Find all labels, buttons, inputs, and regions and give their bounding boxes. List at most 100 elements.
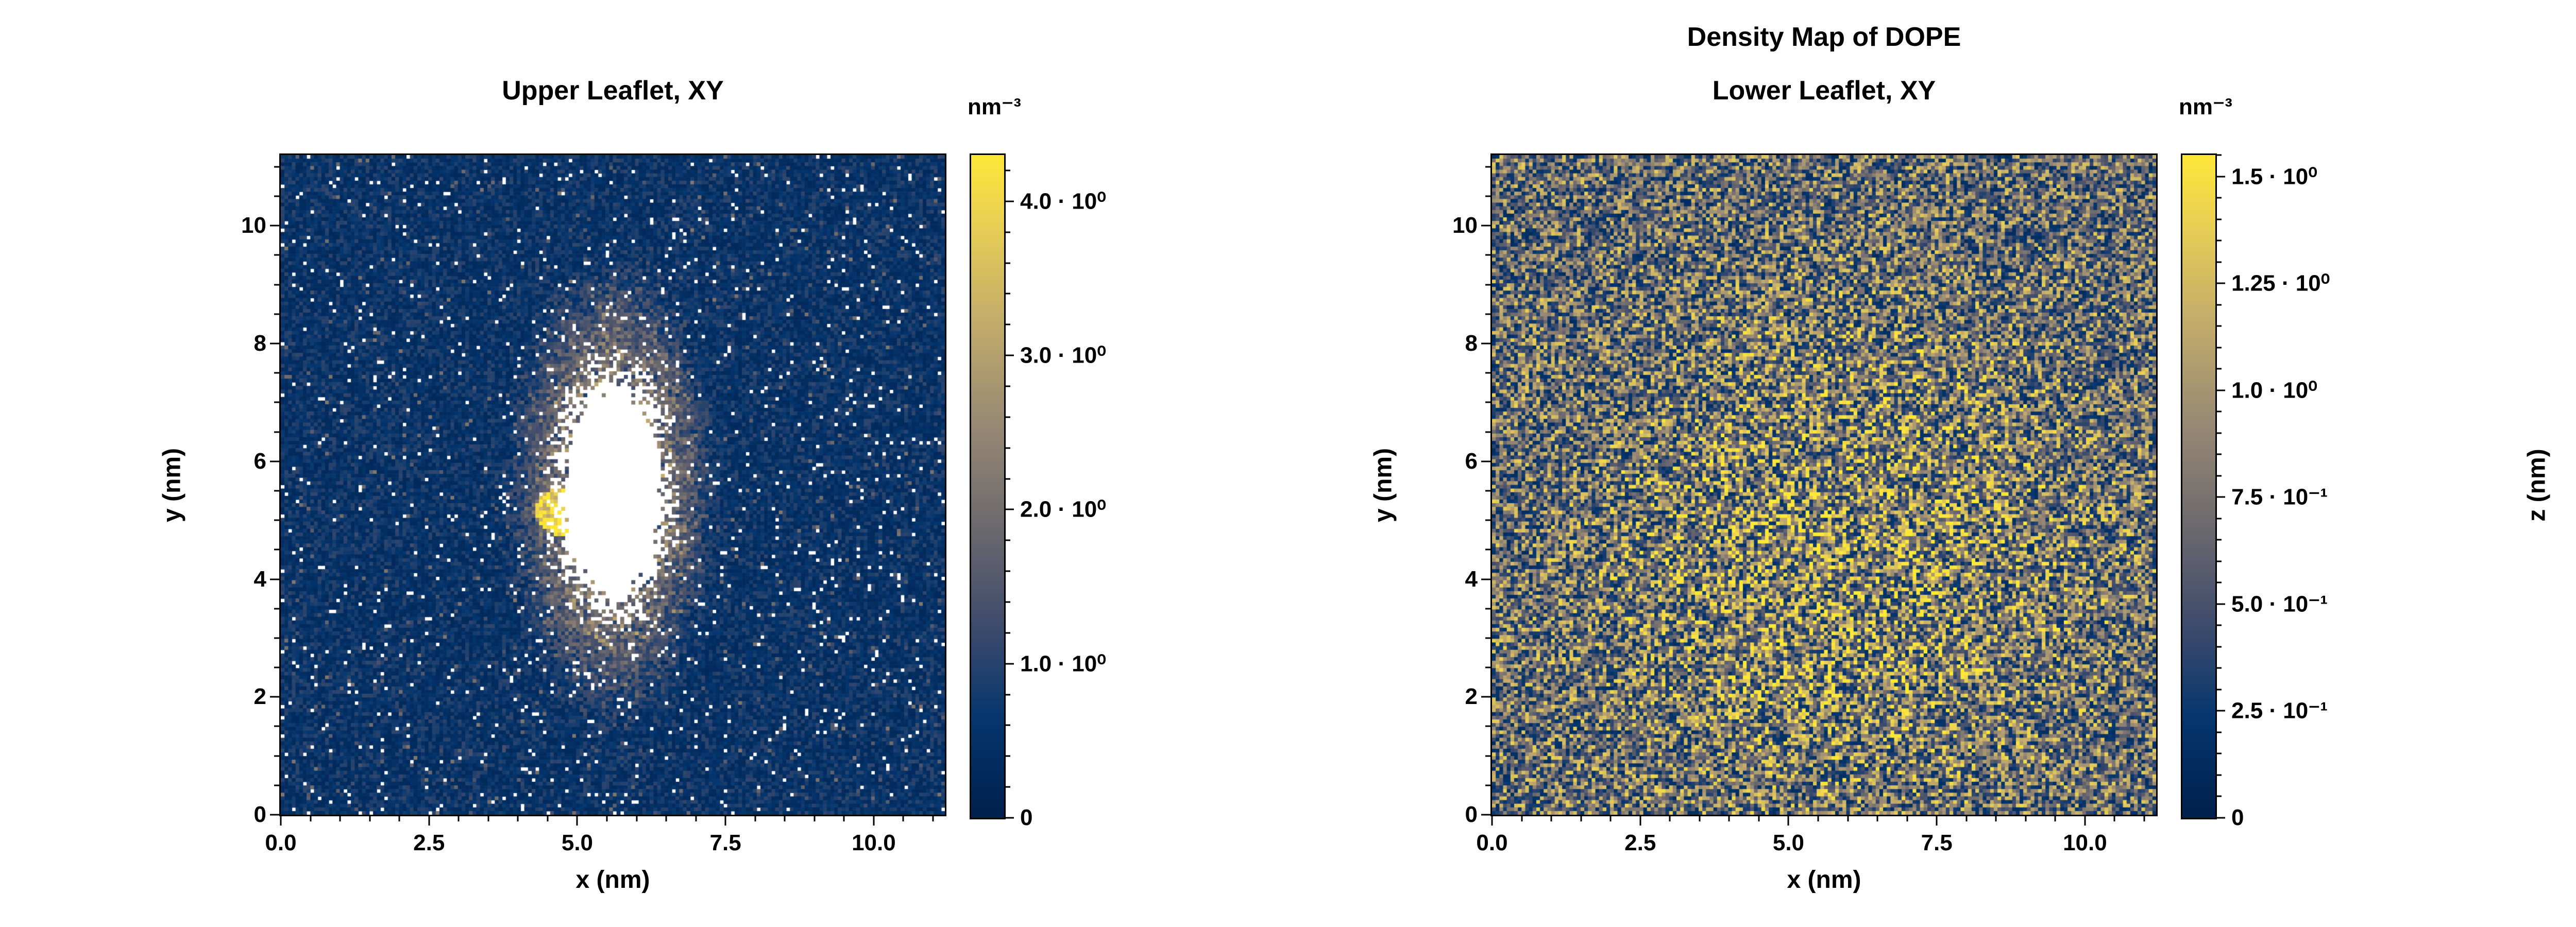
colorbar-minor-tick xyxy=(2217,304,2222,306)
panel-title: Lower Leaflet, XY xyxy=(1712,76,1936,106)
colorbar-minor-tick xyxy=(1006,755,1010,757)
colorbar-minor-tick xyxy=(2217,154,2222,156)
colorbar-tick xyxy=(1006,354,1014,356)
x-axis-tick xyxy=(724,816,726,826)
y-axis-tick xyxy=(270,460,279,462)
colorbar-minor-tick xyxy=(1006,262,1010,264)
x-axis-minor-tick xyxy=(2054,816,2056,821)
x-axis-minor-tick xyxy=(2143,816,2145,821)
colorbar-minor-tick xyxy=(1006,293,1010,295)
colorbar-tick xyxy=(2217,603,2225,605)
y-axis-minor-tick xyxy=(274,254,279,256)
y-axis-minor-tick xyxy=(1485,372,1490,374)
x-axis-tick xyxy=(873,816,875,826)
x-axis-minor-tick xyxy=(695,816,697,821)
x-axis-minor-tick xyxy=(369,816,371,821)
x-axis-tick-label: 10.0 xyxy=(2063,830,2107,855)
x-axis-tick-label: 7.5 xyxy=(709,830,741,855)
x-axis-minor-tick xyxy=(843,816,845,821)
colorbar-tick xyxy=(2217,389,2225,391)
colorbar-unit-label: nm⁻³ xyxy=(968,94,1021,119)
colorbar-minor-tick xyxy=(2217,239,2222,242)
colorbar-tick-label: 1.0 · 10⁰ xyxy=(1020,651,1106,677)
y-axis-minor-tick xyxy=(1485,490,1490,492)
colorbar-minor-tick xyxy=(2217,731,2222,733)
x-axis-tick xyxy=(280,816,282,826)
colorbar-minor-tick xyxy=(2217,774,2222,776)
colorbar-tick-label: 1.25 · 10⁰ xyxy=(2231,270,2330,296)
x-axis-minor-tick xyxy=(1728,816,1730,821)
x-axis-minor-tick xyxy=(636,816,638,821)
y-axis-minor-tick xyxy=(274,548,279,551)
y-axis-tick xyxy=(1481,814,1490,816)
y-axis-tick xyxy=(270,814,279,816)
y-axis-tick-label: 2 xyxy=(253,684,266,710)
colorbar-minor-tick xyxy=(1006,601,1010,603)
colorbar-tick xyxy=(2217,176,2225,178)
y-axis-tick xyxy=(1481,696,1490,698)
colorbar-gradient xyxy=(970,153,1006,819)
y-axis-minor-tick xyxy=(274,784,279,786)
y-axis-tick-label: 6 xyxy=(253,448,266,474)
colorbar-tick xyxy=(2217,817,2225,819)
x-axis-tick xyxy=(1491,816,1493,826)
colorbar-minor-tick xyxy=(2217,368,2222,370)
colorbar-minor-tick xyxy=(1006,416,1010,418)
colorbar-minor-tick xyxy=(1006,478,1010,480)
y-axis-label: y (nm) xyxy=(1369,448,1397,522)
x-axis-minor-tick xyxy=(1758,816,1760,821)
y-axis-minor-tick xyxy=(1485,166,1490,168)
y-axis-tick xyxy=(270,342,279,345)
y-axis-tick-label: 8 xyxy=(253,331,266,356)
y-axis-minor-tick xyxy=(1485,666,1490,668)
colorbar-minor-tick xyxy=(1006,786,1010,788)
y-axis-tick xyxy=(270,578,279,580)
x-axis-tick-label: 2.5 xyxy=(413,830,445,855)
x-axis-tick-label: 7.5 xyxy=(1921,830,1953,855)
y-axis-tick xyxy=(270,696,279,698)
colorbar-minor-tick xyxy=(2217,667,2222,669)
colorbar-minor-tick xyxy=(2217,646,2222,648)
heatmap-canvas xyxy=(1492,155,2156,815)
x-axis-tick-label: 5.0 xyxy=(1772,830,1805,855)
x-axis-minor-tick xyxy=(487,816,489,821)
x-axis-minor-tick xyxy=(902,816,904,821)
x-axis-minor-tick xyxy=(1580,816,1582,821)
x-axis-minor-tick xyxy=(2113,816,2115,821)
y-axis-minor-tick xyxy=(1485,784,1490,786)
x-axis-tick xyxy=(428,816,430,826)
y-axis-minor-tick xyxy=(1485,548,1490,551)
y-axis-minor-tick xyxy=(1485,519,1490,521)
y-axis-minor-tick xyxy=(274,725,279,727)
y-axis-tick-label: 10 xyxy=(1452,213,1478,238)
y-axis-minor-tick xyxy=(274,490,279,492)
colorbar-minor-tick xyxy=(1006,632,1010,634)
y-axis-minor-tick xyxy=(274,431,279,433)
y-axis-minor-tick xyxy=(274,755,279,757)
y-axis-minor-tick xyxy=(274,313,279,315)
y-axis-minor-tick xyxy=(1485,313,1490,315)
colorbar-tick-label: 3.0 · 10⁰ xyxy=(1020,342,1106,368)
x-axis-minor-tick xyxy=(1550,816,1552,821)
colorbar-tick-label: 0 xyxy=(1020,805,1033,830)
colorbar: nm⁻³ 0 1.0 · 10⁰ 2.0 · 10⁰ 3.0 · 10⁰ 4.0 · 1… xyxy=(968,94,1106,830)
y-axis-minor-tick xyxy=(1485,725,1490,727)
colorbar-gradient xyxy=(2181,153,2217,819)
y-axis-minor-tick xyxy=(274,372,279,374)
colorbar-minor-tick xyxy=(1006,447,1010,449)
colorbar: nm⁻³ 0 2.5 · 10⁻¹ 5.0 · 10⁻¹ 7.5 · 10⁻¹ 1.0 … xyxy=(2179,94,2330,830)
y-axis-minor-tick xyxy=(1485,401,1490,403)
x-axis-minor-tick xyxy=(1699,816,1701,821)
x-axis-minor-tick xyxy=(457,816,460,821)
colorbar-minor-tick xyxy=(2217,689,2222,691)
y-axis-minor-tick xyxy=(274,284,279,286)
x-axis-minor-tick xyxy=(665,816,667,821)
colorbar-minor-tick xyxy=(2217,453,2222,455)
colorbar-tick-label: 4.0 · 10⁰ xyxy=(1020,188,1106,214)
y-axis-minor-tick xyxy=(1485,637,1490,639)
colorbar-minor-tick xyxy=(1006,694,1010,696)
colorbar-tick-label: 0 xyxy=(2231,805,2244,830)
colorbar-tick xyxy=(2217,710,2225,712)
y-axis-tick xyxy=(270,225,279,227)
panel-title: Upper Leaflet, XY xyxy=(502,76,724,106)
